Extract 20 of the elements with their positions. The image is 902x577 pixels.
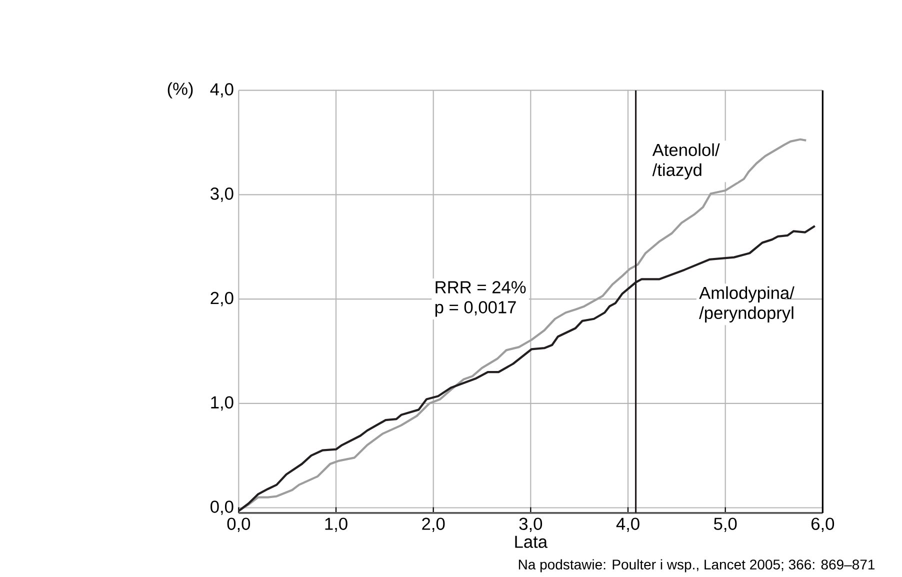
annotation: p = 0,0017 — [435, 301, 516, 317]
x-tick-label: 2,0 — [422, 518, 445, 532]
y-axis-title: (%) — [168, 82, 193, 98]
x-tick-label: 5,0 — [714, 518, 737, 532]
line-series — [238, 138, 808, 512]
y-tick-label: 2,0 — [210, 292, 234, 306]
x-tick-label: 1,0 — [325, 518, 348, 532]
y-tick-label: 3,0 — [210, 188, 234, 202]
annotation: RRR = 24% — [436, 281, 526, 294]
x-tick-label: 0,0 — [227, 518, 250, 532]
x-axis-title: Lata — [515, 536, 548, 548]
x-tick-label: 4,0 — [616, 518, 640, 532]
text: Na podstawie: Poulter i wsp., Lancet 2005; 366: 869–871 — [518, 559, 875, 572]
x-tick-label: 3,0 — [519, 518, 542, 532]
x-tick-label: 6,0 — [811, 518, 834, 532]
y-tick-label: 4,0 — [210, 83, 234, 98]
series-label: Amlodypina/ /peryndopryl — [699, 286, 794, 322]
y-tick-label: 0,0 — [210, 500, 234, 515]
series-label: Atenolol/ /tiazyd — [652, 143, 720, 180]
y-tick-label: 1,0 — [211, 396, 234, 411]
